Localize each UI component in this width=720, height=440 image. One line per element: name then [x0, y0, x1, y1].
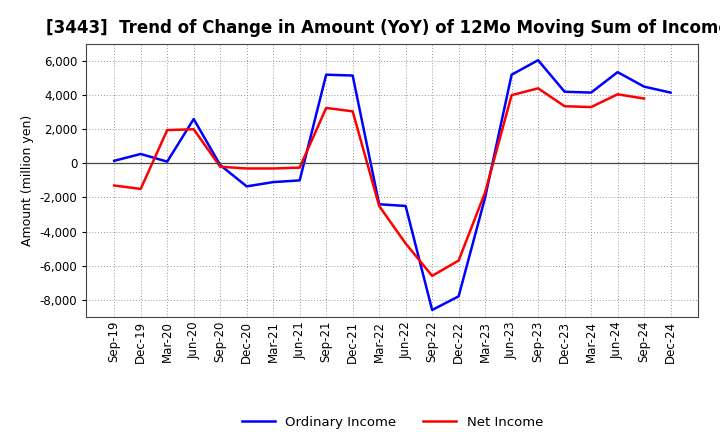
Net Income — [613, 92, 622, 97]
Net Income — [454, 258, 463, 263]
Net Income — [428, 273, 436, 279]
Ordinary Income — [587, 90, 595, 95]
Legend: Ordinary Income, Net Income: Ordinary Income, Net Income — [237, 411, 548, 434]
Ordinary Income — [666, 90, 675, 95]
Ordinary Income — [481, 195, 490, 200]
Ordinary Income — [216, 162, 225, 168]
Title: [3443]  Trend of Change in Amount (YoY) of 12Mo Moving Sum of Incomes: [3443] Trend of Change in Amount (YoY) o… — [45, 19, 720, 37]
Y-axis label: Amount (million yen): Amount (million yen) — [21, 115, 34, 246]
Net Income — [560, 103, 569, 109]
Ordinary Income — [269, 180, 277, 185]
Net Income — [401, 241, 410, 246]
Net Income — [216, 164, 225, 169]
Net Income — [587, 104, 595, 110]
Ordinary Income — [640, 84, 649, 89]
Ordinary Income — [401, 203, 410, 209]
Net Income — [348, 109, 357, 114]
Line: Ordinary Income: Ordinary Income — [114, 60, 670, 310]
Net Income — [136, 186, 145, 191]
Ordinary Income — [613, 70, 622, 75]
Line: Net Income: Net Income — [114, 88, 644, 276]
Ordinary Income — [454, 294, 463, 299]
Net Income — [110, 183, 119, 188]
Ordinary Income — [560, 89, 569, 94]
Ordinary Income — [508, 72, 516, 77]
Ordinary Income — [348, 73, 357, 78]
Net Income — [295, 165, 304, 170]
Ordinary Income — [375, 202, 384, 207]
Ordinary Income — [163, 159, 171, 164]
Ordinary Income — [534, 58, 542, 63]
Net Income — [375, 203, 384, 209]
Net Income — [481, 190, 490, 195]
Ordinary Income — [136, 151, 145, 157]
Ordinary Income — [243, 184, 251, 189]
Ordinary Income — [428, 307, 436, 312]
Ordinary Income — [322, 72, 330, 77]
Net Income — [534, 86, 542, 91]
Net Income — [322, 105, 330, 110]
Net Income — [508, 92, 516, 98]
Ordinary Income — [110, 158, 119, 163]
Net Income — [163, 128, 171, 133]
Net Income — [189, 127, 198, 132]
Ordinary Income — [295, 178, 304, 183]
Ordinary Income — [189, 116, 198, 121]
Net Income — [640, 96, 649, 101]
Net Income — [243, 166, 251, 171]
Net Income — [269, 166, 277, 171]
